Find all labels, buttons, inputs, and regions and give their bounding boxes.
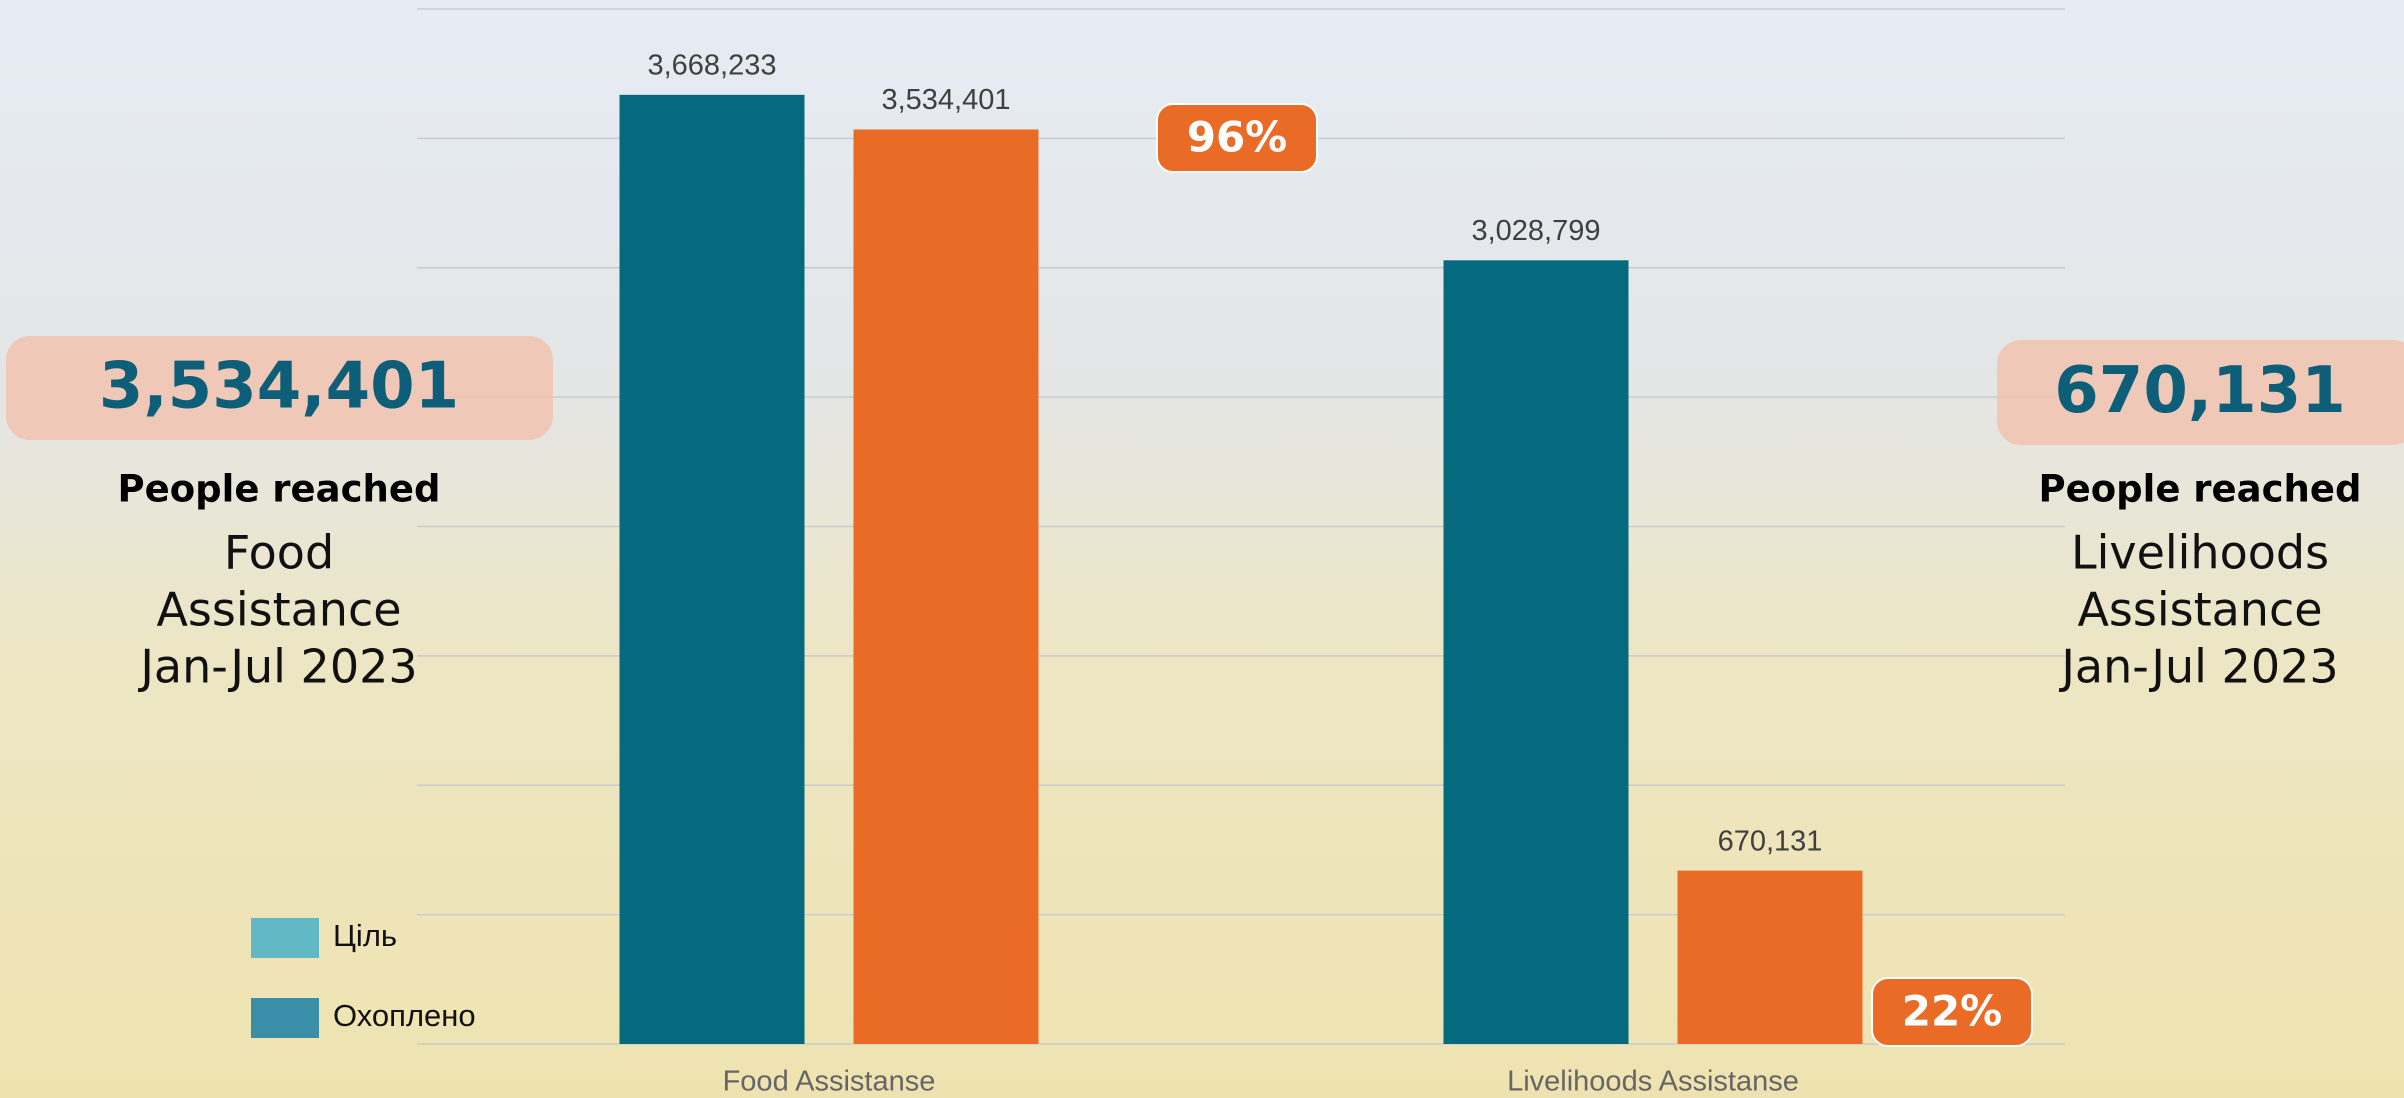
bar	[1678, 871, 1863, 1044]
value-label: 3,534,401	[881, 84, 1010, 116]
panel-line: Jan-Jul 2023	[2058, 640, 2338, 694]
x-tick-label: Food Assistanse	[723, 1066, 936, 1098]
bar	[620, 95, 805, 1044]
value-label: 670,131	[1718, 825, 1823, 857]
percent-badge-label: 22%	[1902, 987, 2003, 1036]
percent-badge-label: 96%	[1187, 113, 1288, 162]
x-tick-label: Livelihoods Assistanse	[1507, 1066, 1799, 1098]
panel-line: Assistance	[2077, 583, 2322, 637]
panel-line: Food	[224, 526, 334, 580]
legend-label: Ціль	[333, 918, 397, 953]
panel-number: 3,534,401	[99, 350, 459, 424]
bar	[854, 129, 1039, 1044]
bar	[1444, 260, 1629, 1044]
panel-line: Assistance	[156, 583, 401, 637]
chart: Food Assistanse 3,668,233 3,534,401 Livelih…	[0, 0, 2404, 1098]
legend-swatch	[251, 918, 319, 958]
legend-swatch	[251, 998, 319, 1038]
value-label: 3,668,233	[647, 50, 776, 82]
panel-line: Livelihoods	[2071, 526, 2329, 580]
panel-number: 670,131	[2054, 354, 2346, 428]
panel-line: Jan-Jul 2023	[137, 640, 417, 694]
panel-caption: People reached	[118, 468, 441, 511]
value-label: 3,028,799	[1471, 215, 1600, 247]
legend-label: Охоплено	[333, 998, 476, 1033]
panel-caption: People reached	[2039, 468, 2362, 511]
